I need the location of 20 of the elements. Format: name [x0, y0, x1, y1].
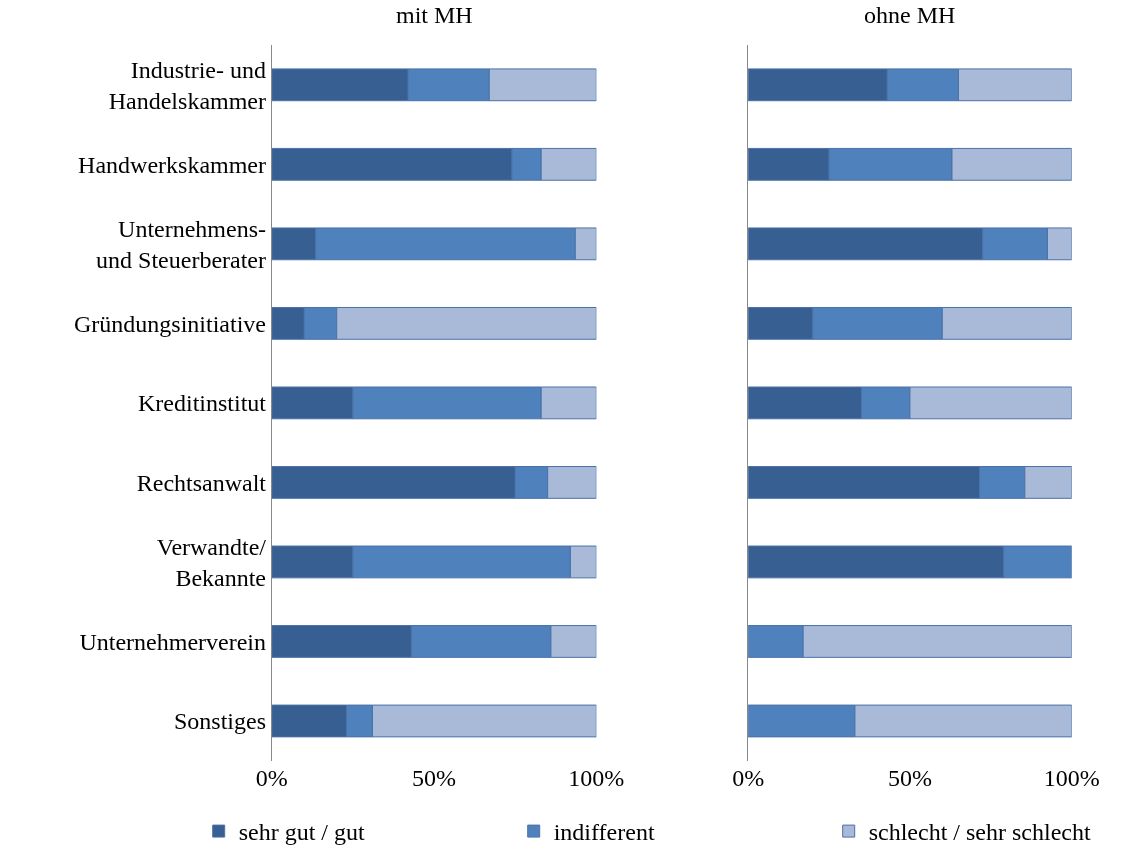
legend-label: schlecht / sehr schlecht — [868, 819, 1091, 846]
y-tick-label: Sonstiges — [174, 708, 267, 735]
x-tick-label: 0% — [255, 764, 288, 791]
chart-title: ohne MH — [864, 2, 956, 28]
x-tick-label: 50% — [887, 764, 932, 791]
y-tick-label: Rechtsanwalt — [136, 469, 267, 496]
y-tick-label: Industrie- und Handelskammer — [108, 56, 267, 114]
y-tick-label: Verwandte/ Bekannte — [156, 533, 267, 591]
x-tick-label: 50% — [412, 764, 457, 791]
legend-label: sehr gut / gut — [238, 819, 366, 846]
y-tick-label: Handwerkskammer — [78, 151, 267, 178]
x-tick-label: 100% — [568, 764, 625, 791]
y-tick-label: Gründungsinitiative — [74, 310, 267, 337]
y-tick-label: Unternehmerverein — [79, 628, 267, 655]
x-tick-label: 0% — [732, 764, 765, 791]
y-tick-label: Unternehmens- und Steuerberater — [96, 215, 267, 273]
x-tick-label: 100% — [1043, 764, 1100, 791]
chart-title: mit MH — [396, 2, 473, 28]
y-tick-label: Kreditinstitut — [138, 390, 267, 417]
legend-label: indifferent — [553, 819, 655, 846]
